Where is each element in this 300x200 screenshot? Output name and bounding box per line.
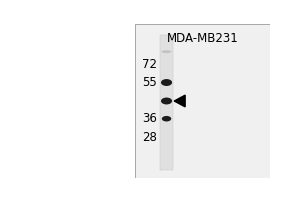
Text: 55: 55 (142, 76, 157, 89)
Ellipse shape (162, 116, 171, 121)
Ellipse shape (161, 79, 172, 86)
Polygon shape (174, 95, 185, 107)
Ellipse shape (161, 98, 172, 104)
Text: 72: 72 (142, 58, 157, 71)
FancyBboxPatch shape (160, 35, 173, 170)
Text: MDA-MB231: MDA-MB231 (167, 32, 238, 45)
Text: 36: 36 (142, 112, 157, 125)
FancyBboxPatch shape (135, 24, 270, 178)
Ellipse shape (161, 50, 172, 53)
Text: 28: 28 (142, 131, 157, 144)
